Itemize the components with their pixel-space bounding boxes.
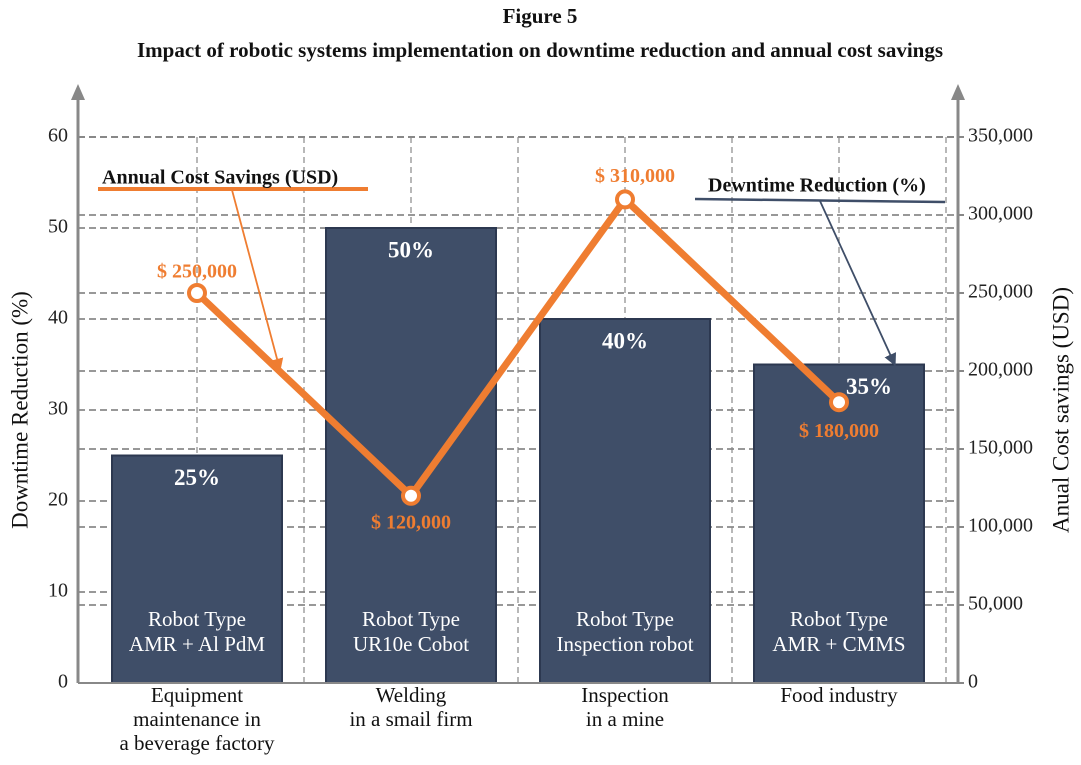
chart-subtitle: Impact of robotic systems implementation… — [137, 38, 943, 62]
bar-value-label: 25% — [174, 465, 220, 490]
y2-tick-label: 0 — [968, 671, 978, 693]
line-marker — [401, 485, 421, 506]
y-tick-label: 0 — [58, 671, 68, 693]
y-tick-label: 60 — [48, 125, 68, 147]
line-marker — [615, 189, 635, 210]
annotation-arrow — [819, 200, 897, 367]
bar — [753, 363, 925, 684]
annotation-arrow — [231, 189, 284, 372]
x-tick-label: in a smail firm — [349, 707, 472, 731]
axis-arrow — [951, 84, 965, 100]
y-tick-label: 10 — [48, 580, 68, 602]
chart-title: Figure 5 — [503, 4, 578, 28]
bar-text: AMR + Al PdM — [129, 632, 265, 656]
y-tick-label: 30 — [48, 398, 68, 420]
y2-tick-label: 100,000 — [968, 515, 1033, 537]
bar-text: Robot Type — [148, 607, 246, 631]
line-value-label: $ 310,000 — [595, 165, 675, 187]
y2-tick-label: 300,000 — [968, 203, 1033, 225]
line-value-label: $ 250,000 — [157, 261, 237, 283]
bar-value-label: 50% — [388, 237, 434, 262]
line-marker — [187, 283, 207, 303]
bar — [325, 227, 497, 684]
x-tick-label: a beverage factory — [119, 731, 275, 755]
x-tick-label: Welding — [376, 683, 447, 707]
line-value-label: $ 120,000 — [371, 511, 451, 533]
y2-tick-label: 200,000 — [968, 359, 1033, 381]
bar-text: Inspection robot — [556, 632, 693, 656]
bar-text: Robot Type — [576, 607, 674, 631]
line-value-label: $ 180,000 — [799, 420, 879, 442]
y-tick-label: 50 — [48, 216, 68, 238]
x-tick-label: maintenance in — [133, 707, 261, 731]
x-tick-label: Food industry — [780, 683, 898, 707]
bar-text: Robot Type — [790, 607, 888, 631]
x-tick-label: Equipment — [151, 683, 243, 707]
x-tick-label: Inspection — [581, 683, 669, 707]
bar-text: UR10e Cobot — [353, 632, 469, 656]
x-tick-label: in a mine — [586, 707, 664, 731]
annotation: Dewntime Reduction (%) — [708, 175, 926, 197]
y2-tick-label: 50,000 — [968, 593, 1023, 615]
y2-tick-label: 250,000 — [968, 281, 1033, 303]
bar-value-label: 35% — [846, 374, 892, 399]
bar-text: AMR + CMMS — [772, 632, 905, 656]
bar-text: Robot Type — [362, 607, 460, 631]
y2-tick-label: 150,000 — [968, 437, 1033, 459]
bar-value-label: 40% — [602, 328, 648, 353]
annotation-underline — [694, 197, 946, 204]
y2-axis-label: Anual Cost savings (USD) — [1048, 287, 1073, 533]
y-tick-label: 20 — [48, 489, 68, 511]
line-marker — [829, 392, 849, 413]
axis-arrow — [71, 84, 85, 100]
annotation: Annual Cost Savings (USD) — [102, 167, 338, 189]
y-axis-label: Downtime Reduction (%) — [7, 291, 32, 529]
y-tick-label: 40 — [48, 307, 68, 329]
y2-tick-label: 350,000 — [968, 125, 1033, 147]
line — [194, 195, 842, 500]
